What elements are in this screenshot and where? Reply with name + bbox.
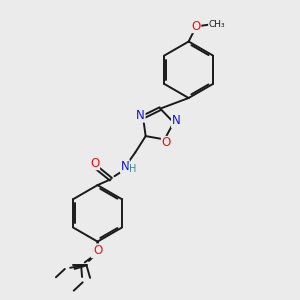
Text: N: N	[121, 160, 129, 173]
Text: O: O	[93, 244, 102, 257]
Text: CH₃: CH₃	[208, 20, 225, 29]
Text: O: O	[92, 244, 101, 258]
Text: O: O	[191, 20, 201, 33]
Text: H: H	[129, 164, 137, 174]
Text: O: O	[90, 157, 100, 169]
Text: N: N	[172, 115, 180, 128]
Text: N: N	[136, 109, 145, 122]
Text: O: O	[161, 136, 171, 149]
